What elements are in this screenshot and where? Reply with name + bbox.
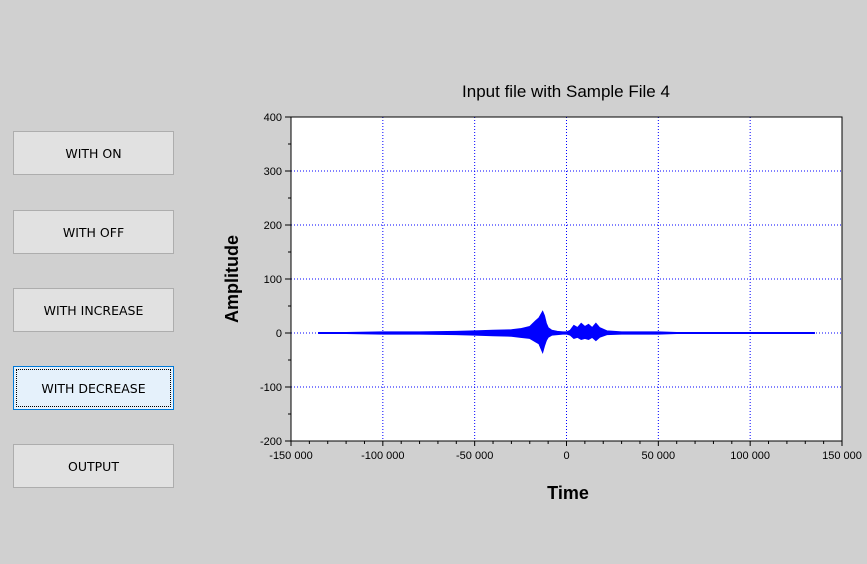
x-tick-label: 150 000	[822, 450, 862, 462]
with-decrease-button[interactable]: WITH DECREASE	[13, 366, 174, 410]
x-axis-label: Time	[547, 483, 589, 503]
series-layer	[318, 310, 815, 354]
y-tick-label: 300	[264, 166, 282, 178]
x-tick-label: 100 000	[730, 450, 770, 462]
y-axis-label: Amplitude	[222, 235, 242, 323]
y-tick-label: -100	[260, 382, 282, 394]
y-tick-label: -200	[260, 436, 282, 448]
y-tick-label: 200	[264, 220, 282, 232]
output-button[interactable]: OUTPUT	[13, 444, 174, 488]
ticks: -150 000 -100 000 -50 000 0 50 000 100 000 150…	[260, 112, 862, 462]
y-tick-label: 100	[264, 274, 282, 286]
with-on-button[interactable]: WITH ON	[13, 131, 174, 175]
with-increase-button[interactable]: WITH INCREASE	[13, 288, 174, 332]
x-tick-label: -100 000	[361, 450, 404, 462]
x-tick-label: -150 000	[269, 450, 312, 462]
x-tick-label: -50 000	[456, 450, 493, 462]
chart-title: Input file with Sample File 4	[462, 82, 670, 101]
x-tick-label: 50 000	[642, 450, 676, 462]
y-tick-label: 0	[276, 328, 282, 340]
x-tick-label: 0	[563, 450, 569, 462]
y-tick-label: 400	[264, 112, 282, 124]
with-off-button[interactable]: WITH OFF	[13, 210, 174, 254]
